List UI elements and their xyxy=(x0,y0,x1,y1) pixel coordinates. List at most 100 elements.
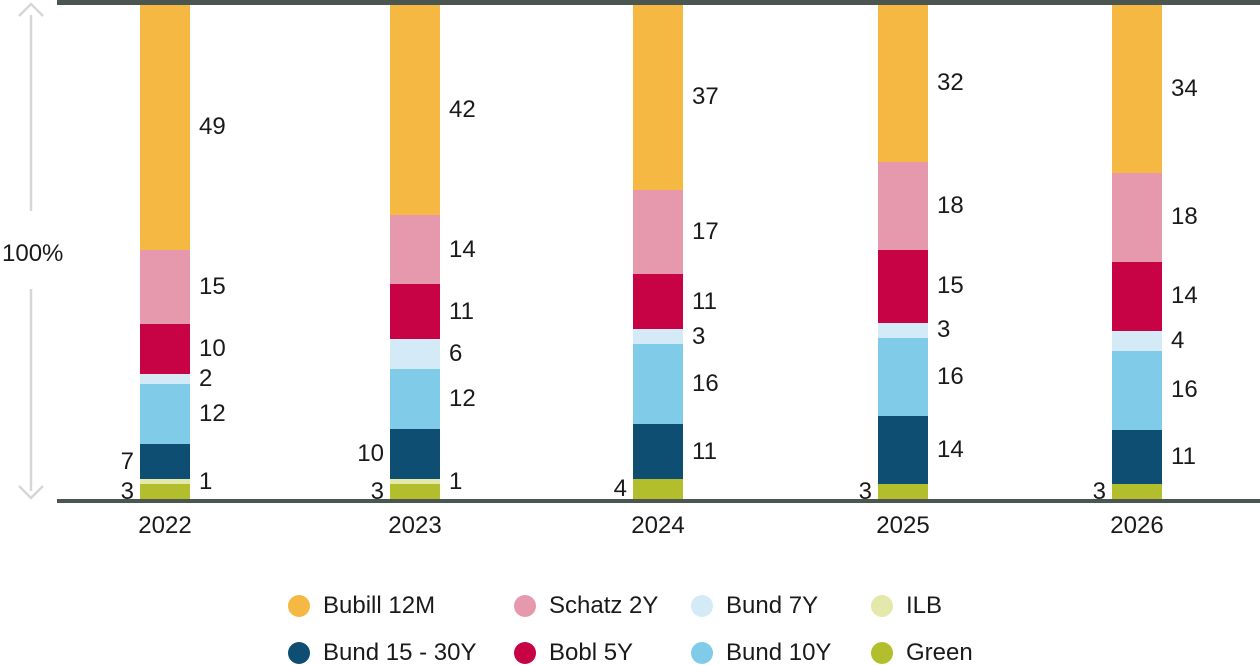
segment-green-2025 xyxy=(878,484,928,499)
legend-dot-bubill-12m-icon xyxy=(288,594,310,617)
legend-dot-bund-15-30y-icon xyxy=(288,641,310,664)
segment-bund-15-30y-2022 xyxy=(140,444,190,480)
legend-label-bund-7y: Bund 7Y xyxy=(726,591,819,619)
segment-bund-10y-2025 xyxy=(878,337,928,416)
segment-bobl-5y-2025 xyxy=(878,249,928,323)
value-label-bund-10y-2023: 12 xyxy=(449,385,476,413)
value-label-bund-15-30y-2022: 7 xyxy=(120,447,134,475)
segment-bund-15-30y-2024 xyxy=(633,424,683,480)
segment-bobl-5y-2023 xyxy=(390,284,440,340)
legend: Bubill 12M Schatz 2Y Bund 7Y ILB Bund 15 - 3… xyxy=(288,582,973,665)
x-axis-label-2022: 2022 xyxy=(138,512,192,539)
segment-bobl-5y-2022 xyxy=(140,324,190,375)
value-label-bund-10y-2022: 12 xyxy=(199,400,226,428)
value-label-bund-15-30y-2024: 11 xyxy=(692,437,717,465)
segment-schatz-2y-2023 xyxy=(390,214,440,285)
legend-item-bobl-5y: Bobl 5Y xyxy=(514,638,691,665)
segment-bubill-12m-2025 xyxy=(878,5,928,162)
value-label-schatz-2y-2023: 14 xyxy=(449,235,476,263)
value-label-bobl-5y-2022: 10 xyxy=(199,335,226,363)
bar-2024 xyxy=(633,5,683,499)
value-label-bund-15-30y-2023: 10 xyxy=(357,440,384,468)
value-label-bobl-5y-2023: 11 xyxy=(449,297,474,325)
value-label-schatz-2y-2026: 18 xyxy=(1171,203,1198,231)
segment-bund-10y-2026 xyxy=(1112,350,1162,430)
value-label-green-2023: 3 xyxy=(370,477,384,505)
segment-bubill-12m-2026 xyxy=(1112,5,1162,173)
segment-bund-7y-2022 xyxy=(140,374,190,385)
bar-2026 xyxy=(1112,5,1162,499)
segment-schatz-2y-2025 xyxy=(878,161,928,250)
segment-bund-7y-2025 xyxy=(878,322,928,338)
segment-bund-15-30y-2026 xyxy=(1112,429,1162,485)
segment-ilb-2022 xyxy=(140,479,190,485)
legend-item-green: Green xyxy=(871,638,973,665)
legend-dot-green-icon xyxy=(871,641,893,664)
value-label-bund-7y-2022: 2 xyxy=(199,365,213,393)
legend-label-bubill-12m: Bubill 12M xyxy=(323,591,436,619)
legend-label-ilb: ILB xyxy=(906,591,943,619)
x-axis-label-2023: 2023 xyxy=(388,512,442,539)
value-label-bund-10y-2024: 16 xyxy=(692,370,719,398)
segment-ilb-2023 xyxy=(390,479,440,485)
value-label-bund-7y-2023: 6 xyxy=(449,340,463,368)
value-label-bubill-12m-2023: 42 xyxy=(449,95,476,123)
value-label-bubill-12m-2025: 32 xyxy=(937,69,964,97)
value-label-bobl-5y-2024: 11 xyxy=(692,287,717,315)
segment-schatz-2y-2022 xyxy=(140,249,190,325)
bar-2023 xyxy=(390,5,440,499)
legend-label-schatz-2y: Schatz 2Y xyxy=(549,591,659,619)
x-axis-label-2025: 2025 xyxy=(876,512,930,539)
legend-dot-bund-7y-icon xyxy=(691,594,713,617)
segment-bubill-12m-2024 xyxy=(633,5,683,190)
bar-2022 xyxy=(140,5,190,499)
value-label-ilb-2022: 1 xyxy=(199,467,213,495)
value-label-bund-7y-2024: 3 xyxy=(692,322,706,350)
x-axis-line xyxy=(57,499,1260,503)
value-label-green-2025: 3 xyxy=(858,477,872,505)
segment-bund-7y-2026 xyxy=(1112,331,1162,351)
legend-item-bund-15-30y: Bund 15 - 30Y xyxy=(288,638,514,665)
value-label-green-2024: 4 xyxy=(613,475,627,503)
legend-label-bund-15-30y: Bund 15 - 30Y xyxy=(323,638,477,665)
segment-green-2026 xyxy=(1112,484,1162,499)
value-label-schatz-2y-2022: 15 xyxy=(199,272,226,300)
segment-bund-7y-2023 xyxy=(390,339,440,370)
y-axis-100-percent-label: 100% xyxy=(2,240,64,267)
value-label-bubill-12m-2026: 34 xyxy=(1171,74,1198,102)
legend-item-bund-10y: Bund 10Y xyxy=(691,638,871,665)
value-label-bobl-5y-2026: 14 xyxy=(1171,282,1198,310)
bar-2025 xyxy=(878,5,928,499)
segment-bund-7y-2024 xyxy=(633,329,683,345)
legend-dot-bobl-5y-icon xyxy=(514,641,536,664)
value-label-bund-7y-2026: 4 xyxy=(1171,326,1185,354)
value-label-schatz-2y-2024: 17 xyxy=(692,218,719,246)
legend-label-bund-10y: Bund 10Y xyxy=(726,638,832,665)
segment-bund-15-30y-2025 xyxy=(878,415,928,485)
legend-item-bund-7y: Bund 7Y xyxy=(691,591,871,619)
value-label-ilb-2023: 1 xyxy=(449,467,463,495)
segment-bubill-12m-2023 xyxy=(390,5,440,215)
value-label-green-2022: 3 xyxy=(120,477,134,505)
value-label-bund-10y-2025: 16 xyxy=(937,362,964,390)
legend-label-green: Green xyxy=(906,638,973,665)
value-label-schatz-2y-2025: 18 xyxy=(937,191,964,219)
value-label-bobl-5y-2025: 15 xyxy=(937,272,964,300)
segment-bund-15-30y-2023 xyxy=(390,429,440,480)
legend-dot-ilb-icon xyxy=(871,594,893,617)
segment-bobl-5y-2026 xyxy=(1112,261,1162,332)
legend-dot-bund-10y-icon xyxy=(691,641,713,664)
x-axis-label-2026: 2026 xyxy=(1110,512,1164,539)
legend-item-ilb: ILB xyxy=(871,591,973,619)
segment-bubill-12m-2022 xyxy=(140,5,190,250)
legend-label-bobl-5y: Bobl 5Y xyxy=(549,638,634,665)
value-label-bund-7y-2025: 3 xyxy=(937,316,951,344)
value-label-bubill-12m-2022: 49 xyxy=(199,113,226,141)
segment-green-2024 xyxy=(633,479,683,499)
value-label-green-2026: 3 xyxy=(1092,477,1106,505)
value-label-bund-10y-2026: 16 xyxy=(1171,376,1198,404)
legend-dot-schatz-2y-icon xyxy=(514,594,536,617)
segment-bund-10y-2022 xyxy=(140,384,190,445)
segment-schatz-2y-2026 xyxy=(1112,172,1162,262)
